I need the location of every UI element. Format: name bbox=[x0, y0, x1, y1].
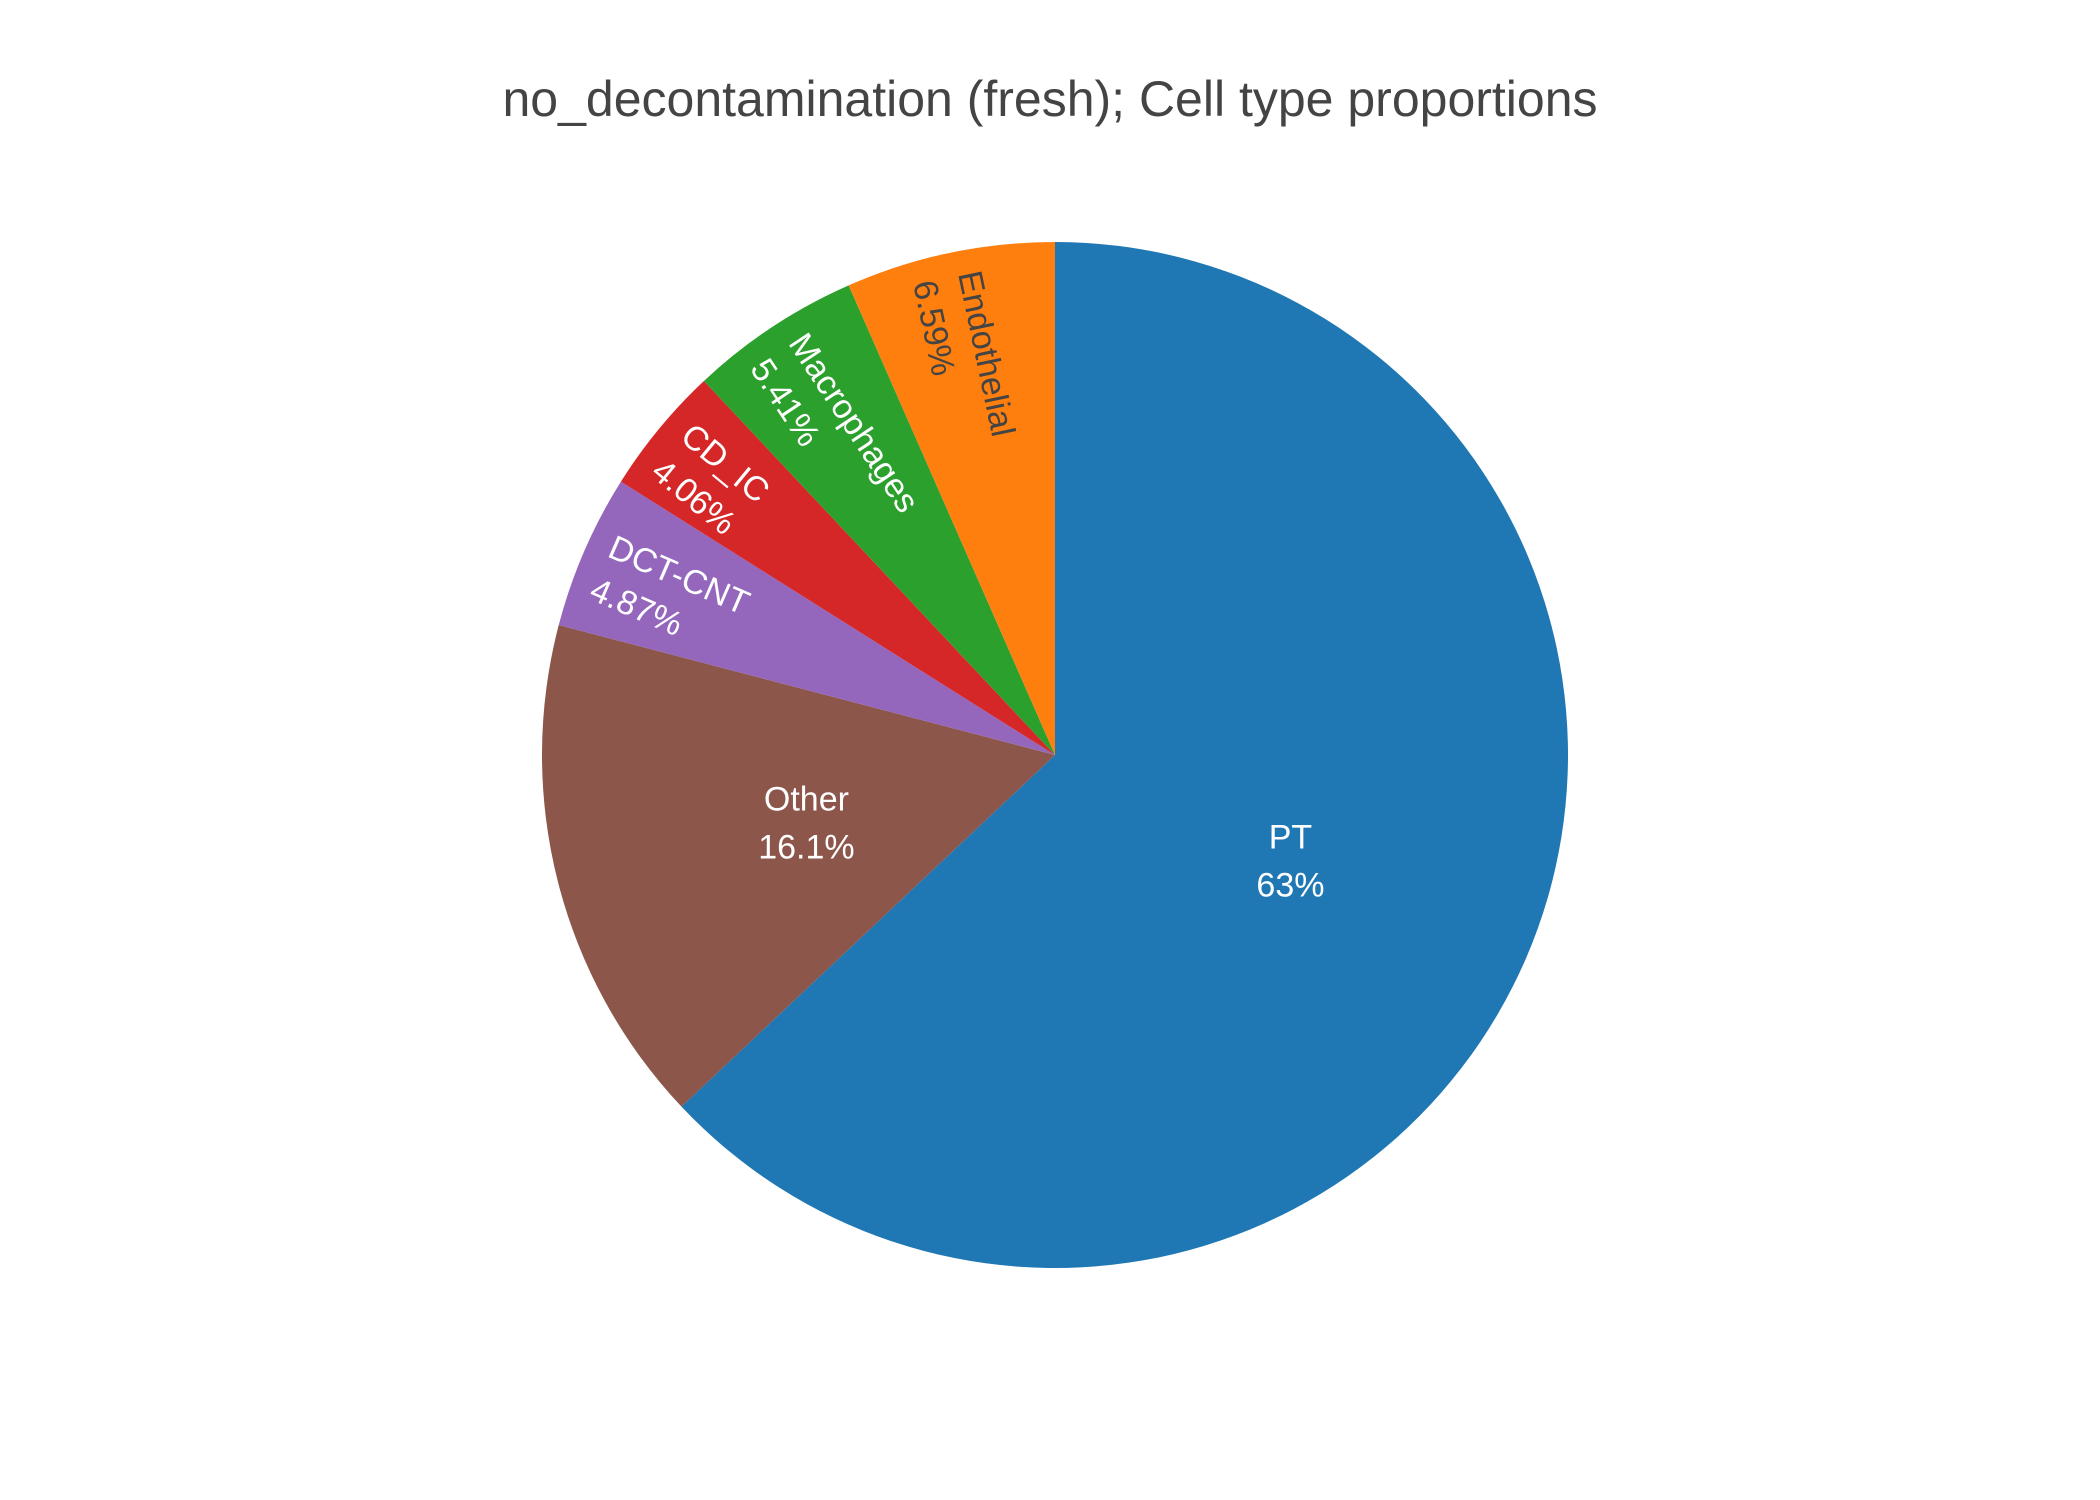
chart-title: no_decontamination (fresh); Cell type pr… bbox=[502, 71, 1598, 127]
pie-slice-macrophages bbox=[703, 285, 1055, 755]
pie-slice-other bbox=[542, 625, 1055, 1107]
slice-name-other: Other bbox=[764, 780, 849, 818]
pie-slice-dct-cnt bbox=[558, 481, 1055, 755]
slice-name-pt: PT bbox=[1269, 819, 1312, 857]
slice-label-other: Other 16.1% bbox=[758, 780, 854, 866]
pie-slice-pt bbox=[681, 242, 1568, 1268]
slice-value-other: 16.1% bbox=[758, 828, 854, 866]
pie-slices bbox=[542, 242, 1568, 1268]
pie-slice-endothelial bbox=[848, 242, 1055, 755]
pie-slice-cd-ic bbox=[620, 380, 1055, 755]
slice-value-pt: 63% bbox=[1256, 867, 1324, 905]
slice-label-pt: PT 63% bbox=[1256, 819, 1324, 905]
